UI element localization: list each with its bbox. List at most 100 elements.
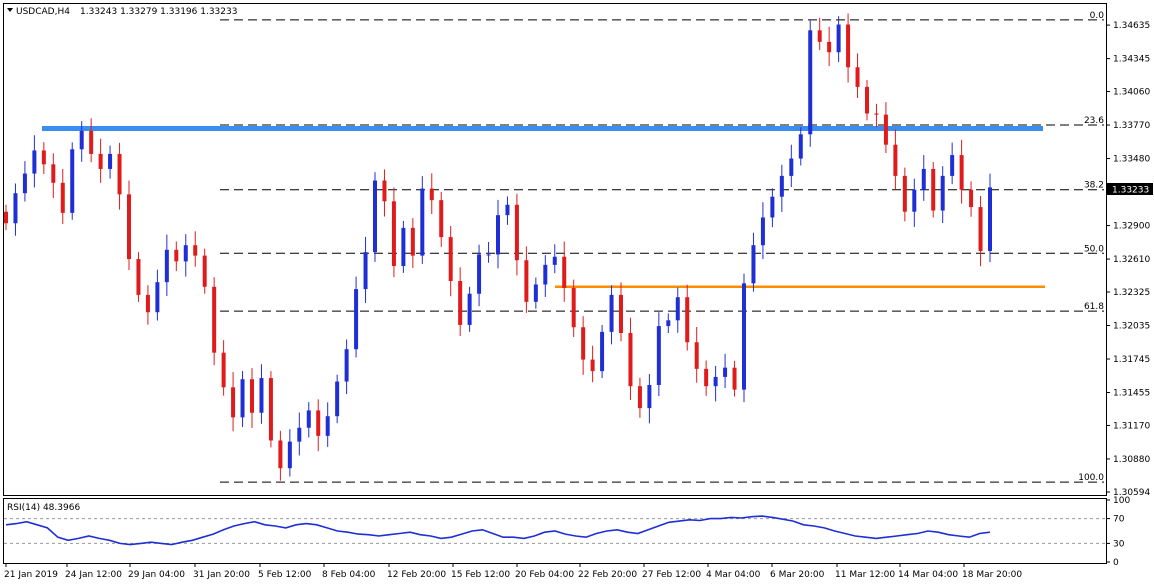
candle-body: [467, 293, 472, 325]
candle-body: [798, 134, 803, 159]
price-panel-frame: [3, 3, 1107, 496]
x-tick-label: 22 Feb 20:00: [578, 570, 637, 580]
candle-body: [552, 256, 557, 265]
candle-body: [89, 130, 94, 154]
fib-level-label: 38.2: [1084, 181, 1104, 191]
candle-body: [562, 256, 567, 288]
candle-body: [931, 168, 936, 211]
candle-body: [183, 245, 188, 262]
y-tick-label: 1.33770: [1113, 121, 1150, 131]
candle-body: [524, 260, 529, 302]
candle-body: [883, 114, 888, 145]
x-tick-label: 12 Feb 20:00: [387, 570, 446, 580]
candle-body: [713, 376, 718, 387]
candle-body: [656, 326, 661, 386]
candle-body: [458, 281, 463, 325]
candle-body: [439, 200, 444, 238]
x-tick-label: 6 Mar 20:00: [770, 570, 825, 580]
candle-body: [325, 416, 330, 436]
candle-body: [51, 164, 56, 183]
rsi-label: RSI(14) 48.3966: [7, 503, 80, 513]
rsi-tick-label: 70: [1113, 515, 1125, 525]
candles: [4, 13, 992, 481]
x-tick-label: 8 Feb 04:00: [322, 570, 376, 580]
candle-body: [32, 150, 37, 174]
candle-body: [760, 217, 765, 246]
fib-level-label: 100.0: [1078, 473, 1104, 483]
dropdown-triangle-icon[interactable]: [7, 8, 13, 12]
candle-body: [836, 24, 841, 53]
candle-body: [789, 158, 794, 176]
candle-body: [694, 342, 699, 369]
candle-body: [732, 367, 737, 390]
candle-body: [70, 149, 75, 213]
candle-body: [108, 153, 113, 169]
candle-body: [505, 204, 510, 216]
candle-body: [533, 284, 538, 302]
candle-body: [344, 349, 349, 382]
candle-body: [297, 427, 302, 442]
candle-body: [420, 188, 425, 256]
candle-body: [950, 155, 955, 176]
candle-body: [704, 368, 709, 387]
y-tick-label: 1.32610: [1113, 255, 1150, 265]
candle-body: [770, 196, 775, 218]
y-tick-label: 1.34345: [1113, 55, 1150, 65]
x-tick-label: 24 Jan 12:00: [65, 570, 122, 580]
candle-body: [817, 30, 822, 42]
candle-body: [855, 67, 860, 87]
candle-body: [164, 249, 169, 283]
candle-body: [827, 41, 832, 53]
y-tick-label: 1.31170: [1113, 421, 1150, 431]
candle-body: [808, 30, 813, 135]
candle-body: [902, 175, 907, 212]
candle-body: [751, 245, 756, 284]
y-tick-label: 1.33480: [1113, 155, 1150, 165]
rsi-tick-label: 30: [1113, 539, 1125, 549]
candle-body: [382, 180, 387, 202]
x-tick-label: 31 Jan 20:00: [193, 570, 250, 580]
rsi-line: [5, 515, 991, 546]
rsi-indicator: 100 70 30 0: [4, 496, 1130, 568]
x-tick-label: 14 Mar 04:00: [898, 570, 958, 580]
candle-body: [675, 297, 680, 321]
symbol-label: USDCAD,H4: [16, 7, 70, 17]
candle-body: [959, 155, 964, 190]
candle-body: [846, 24, 851, 68]
candle-body: [543, 264, 548, 285]
candle-body: [391, 201, 396, 267]
candle-body: [514, 204, 519, 261]
candle-body: [127, 194, 131, 260]
candle-body: [231, 387, 236, 418]
candle-body: [647, 385, 652, 409]
rsi-tick-label: 0: [1113, 558, 1119, 568]
x-tick-label: 4 Mar 04:00: [706, 570, 761, 580]
candle-body: [268, 378, 273, 441]
fibonacci-levels: 0.0 23.6 38.2 50.0 61.8 100.0: [220, 11, 1104, 483]
x-tick-label: 20 Feb 04:00: [515, 570, 574, 580]
candle-body: [278, 440, 283, 469]
x-tick-label: 27 Feb 12:00: [642, 570, 701, 580]
candle-body: [287, 441, 292, 469]
fib-level-label: 23.6: [1084, 116, 1104, 126]
candle-body: [477, 254, 482, 294]
candle-body: [619, 294, 623, 334]
candle-body: [666, 320, 671, 327]
candle-body: [98, 153, 103, 169]
candle-body: [60, 182, 65, 213]
fib-level-label: 50.0: [1084, 244, 1104, 254]
candle-body: [723, 367, 728, 377]
last-price-value: 1.33233: [1112, 186, 1149, 196]
candle-body: [354, 289, 359, 350]
candle-body: [912, 189, 917, 212]
candle-body: [874, 113, 879, 115]
candle-body: [590, 359, 595, 372]
candle-body: [145, 294, 150, 313]
y-tick-label: 1.30594: [1113, 488, 1150, 498]
candle-body: [637, 386, 642, 409]
candle-body: [486, 254, 491, 256]
candle-body: [628, 333, 633, 387]
candle-body: [316, 410, 321, 436]
